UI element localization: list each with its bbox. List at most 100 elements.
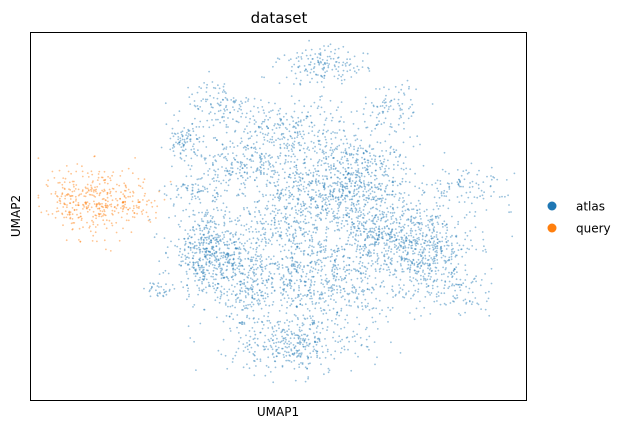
data-point	[251, 288, 254, 290]
data-point	[436, 278, 439, 281]
data-point	[346, 194, 348, 197]
data-point	[448, 199, 451, 202]
data-point	[407, 224, 410, 227]
data-point	[391, 193, 394, 196]
data-point	[362, 225, 365, 228]
data-point	[253, 97, 256, 100]
data-point	[292, 264, 295, 266]
data-point	[222, 320, 225, 323]
data-point	[359, 185, 362, 188]
data-point	[270, 258, 272, 260]
data-point	[350, 153, 353, 156]
data-point	[238, 270, 241, 273]
data-point	[219, 252, 222, 254]
data-point	[263, 76, 265, 79]
data-point	[234, 264, 237, 266]
data-point	[299, 71, 302, 73]
data-point	[260, 240, 263, 243]
data-point	[312, 174, 315, 177]
data-point	[311, 260, 313, 263]
data-point	[382, 155, 384, 157]
data-point	[300, 189, 303, 192]
data-point	[225, 123, 228, 126]
data-point	[359, 245, 362, 248]
data-point	[180, 196, 183, 199]
data-point	[249, 258, 252, 261]
data-point	[455, 254, 457, 257]
data-point	[405, 236, 408, 239]
data-point	[87, 206, 89, 209]
data-point	[280, 189, 283, 192]
data-point	[376, 252, 379, 255]
data-point	[220, 291, 223, 294]
data-point	[317, 139, 320, 142]
data-point	[281, 257, 283, 260]
data-point	[433, 230, 435, 233]
data-point	[216, 240, 218, 243]
data-point	[235, 240, 238, 243]
data-point	[310, 279, 312, 282]
data-point	[409, 229, 412, 232]
data-point	[395, 248, 398, 251]
data-point	[292, 185, 295, 188]
data-point	[359, 230, 362, 233]
data-point	[411, 247, 413, 250]
data-point	[288, 194, 291, 197]
data-point	[227, 279, 230, 282]
data-point	[202, 258, 204, 261]
data-point	[371, 214, 374, 217]
data-point	[392, 184, 394, 187]
data-point	[304, 303, 307, 306]
data-point	[388, 228, 390, 230]
data-point	[378, 270, 381, 273]
data-point	[471, 180, 474, 183]
data-point	[226, 261, 229, 264]
data-point	[296, 334, 299, 337]
data-point	[295, 209, 297, 212]
data-point	[193, 104, 196, 107]
data-point	[131, 216, 134, 218]
data-point	[362, 230, 365, 233]
data-point	[190, 175, 193, 178]
data-point	[370, 102, 373, 104]
data-point	[367, 189, 370, 192]
data-point	[339, 203, 342, 206]
data-point	[328, 63, 330, 65]
data-point	[362, 151, 365, 154]
data-point	[205, 211, 207, 214]
data-point	[160, 146, 163, 149]
data-point	[208, 241, 211, 243]
data-point	[271, 333, 274, 336]
data-point	[333, 214, 336, 217]
data-point	[309, 61, 312, 64]
data-point	[364, 221, 367, 224]
data-point	[299, 265, 302, 267]
data-point	[390, 193, 393, 196]
data-point	[274, 262, 277, 264]
data-point	[387, 108, 390, 110]
data-point	[321, 133, 324, 135]
data-point	[371, 260, 373, 262]
data-point	[375, 162, 377, 165]
data-point	[251, 230, 254, 233]
data-point	[348, 172, 351, 175]
data-point	[508, 211, 510, 214]
data-point	[390, 99, 393, 102]
data-point	[290, 251, 293, 254]
data-point	[311, 77, 313, 80]
data-point	[210, 239, 213, 242]
data-point	[412, 208, 415, 211]
data-point	[244, 186, 247, 189]
data-point	[188, 295, 190, 298]
data-point	[462, 170, 465, 173]
data-point	[366, 232, 369, 235]
data-point	[303, 181, 306, 183]
data-point	[350, 305, 352, 307]
data-point	[214, 200, 216, 203]
data-point	[192, 306, 194, 308]
data-point	[346, 173, 349, 176]
data-point	[320, 219, 322, 222]
data-point	[216, 316, 218, 319]
data-point	[424, 254, 427, 257]
data-point	[333, 268, 336, 271]
